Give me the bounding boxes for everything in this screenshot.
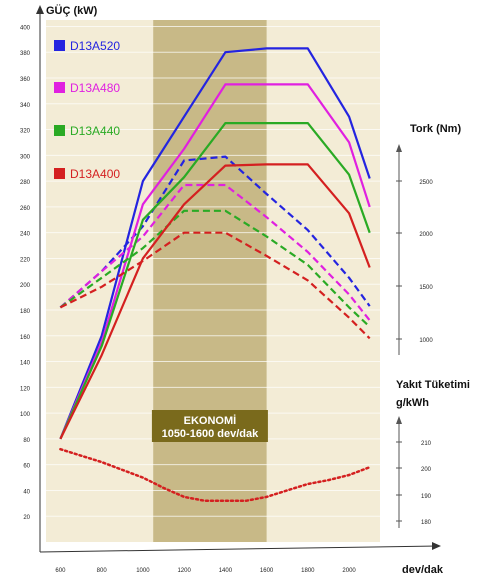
power-tick-label: 40 [23, 489, 30, 495]
torque-tick-label: 2000 [419, 232, 433, 238]
power-tick-label: 400 [20, 25, 31, 31]
power-tick-label: 220 [20, 257, 31, 263]
legend-label-d13a440: D13A440 [70, 124, 120, 138]
power-tick-label: 80 [23, 438, 30, 444]
power-tick-label: 60 [23, 464, 30, 470]
torque-tick-label: 2500 [419, 180, 433, 186]
legend: D13A520 D13A480 D13A440 D13A400 [54, 39, 120, 181]
power-line-d13a520 [59, 47, 371, 440]
power-tick-label: 380 [20, 51, 31, 57]
power-tick-label: 280 [20, 180, 31, 186]
power-line-d13a480 [59, 83, 371, 440]
x-tick-label: 800 [97, 568, 108, 574]
legend-swatch-d13a520 [54, 40, 65, 51]
torque-tick-label: 1500 [419, 285, 433, 291]
x-tick-label: 2000 [342, 568, 356, 574]
x-axis-label: dev/dak [402, 564, 444, 576]
economy-label: EKONOMİ 1050-1600 dev/dak [151, 410, 268, 442]
power-axis-label: GÜÇ (kW) [46, 4, 98, 17]
power-tick-label: 100 [20, 412, 31, 418]
x-tick-label: 1400 [219, 568, 233, 574]
legend-swatch-d13a440 [54, 125, 65, 136]
economy-band [153, 20, 267, 542]
power-tick-label: 340 [20, 103, 31, 109]
legend-label-d13a480: D13A480 [70, 81, 120, 95]
economy-label-title: EKONOMİ [184, 414, 237, 427]
fuel-axis-unit: g/kWh [396, 397, 429, 409]
axes: 20 40 60 80 100 120 140 160 180 200 220 240 260 280 30… [20, 5, 441, 574]
torque-tick-label: 1000 [419, 338, 433, 344]
legend-label-d13a520: D13A520 [70, 39, 120, 53]
power-tick-label: 120 [20, 386, 31, 392]
x-tick-label: 1800 [301, 568, 315, 574]
power-tick-label: 180 [20, 309, 31, 315]
power-tick-label: 140 [20, 361, 31, 367]
fuel-axis-arrow [396, 416, 402, 424]
power-axis-arrow [36, 5, 44, 14]
power-line-d13a400 [59, 163, 371, 440]
power-tick-label: 320 [20, 129, 31, 135]
x-tick-label: 600 [55, 568, 66, 574]
series-lines [59, 47, 371, 503]
power-tick-label: 160 [20, 335, 31, 341]
fuel-tick-label: 200 [421, 467, 432, 473]
torque-line-d13a440 [59, 209, 371, 328]
gridlines [46, 25, 380, 517]
x-tick-label: 1000 [136, 568, 150, 574]
torque-line-d13a480 [59, 183, 371, 321]
legend-swatch-d13a400 [54, 168, 65, 179]
x-tick-label: 1200 [177, 568, 191, 574]
legend-label-d13a400: D13A400 [70, 167, 120, 181]
x-axis-arrow [432, 542, 441, 550]
power-tick-label: 300 [20, 154, 31, 160]
fuel-tick-label: 180 [421, 520, 432, 526]
torque-axis-label: Tork (Nm) [410, 123, 461, 135]
power-tick-label: 200 [20, 283, 31, 289]
fuel-consumption-line [59, 447, 371, 503]
legend-swatch-d13a480 [54, 82, 65, 93]
power-tick-label: 360 [20, 77, 31, 83]
torque-line-d13a520 [59, 155, 371, 309]
x-axis-line [39, 545, 439, 553]
fuel-tick-label: 210 [421, 441, 432, 447]
power-tick-label: 240 [20, 232, 31, 238]
power-line-d13a440 [59, 122, 371, 440]
fuel-tick-label: 190 [421, 494, 432, 500]
x-tick-label: 1600 [260, 568, 274, 574]
power-tick-label: 260 [20, 206, 31, 212]
power-tick-label: 20 [23, 515, 30, 521]
torque-axis-arrow [396, 144, 402, 152]
economy-label-range: 1050-1600 dev/dak [162, 428, 260, 440]
fuel-axis-label: Yakıt Tüketimi [396, 379, 470, 391]
